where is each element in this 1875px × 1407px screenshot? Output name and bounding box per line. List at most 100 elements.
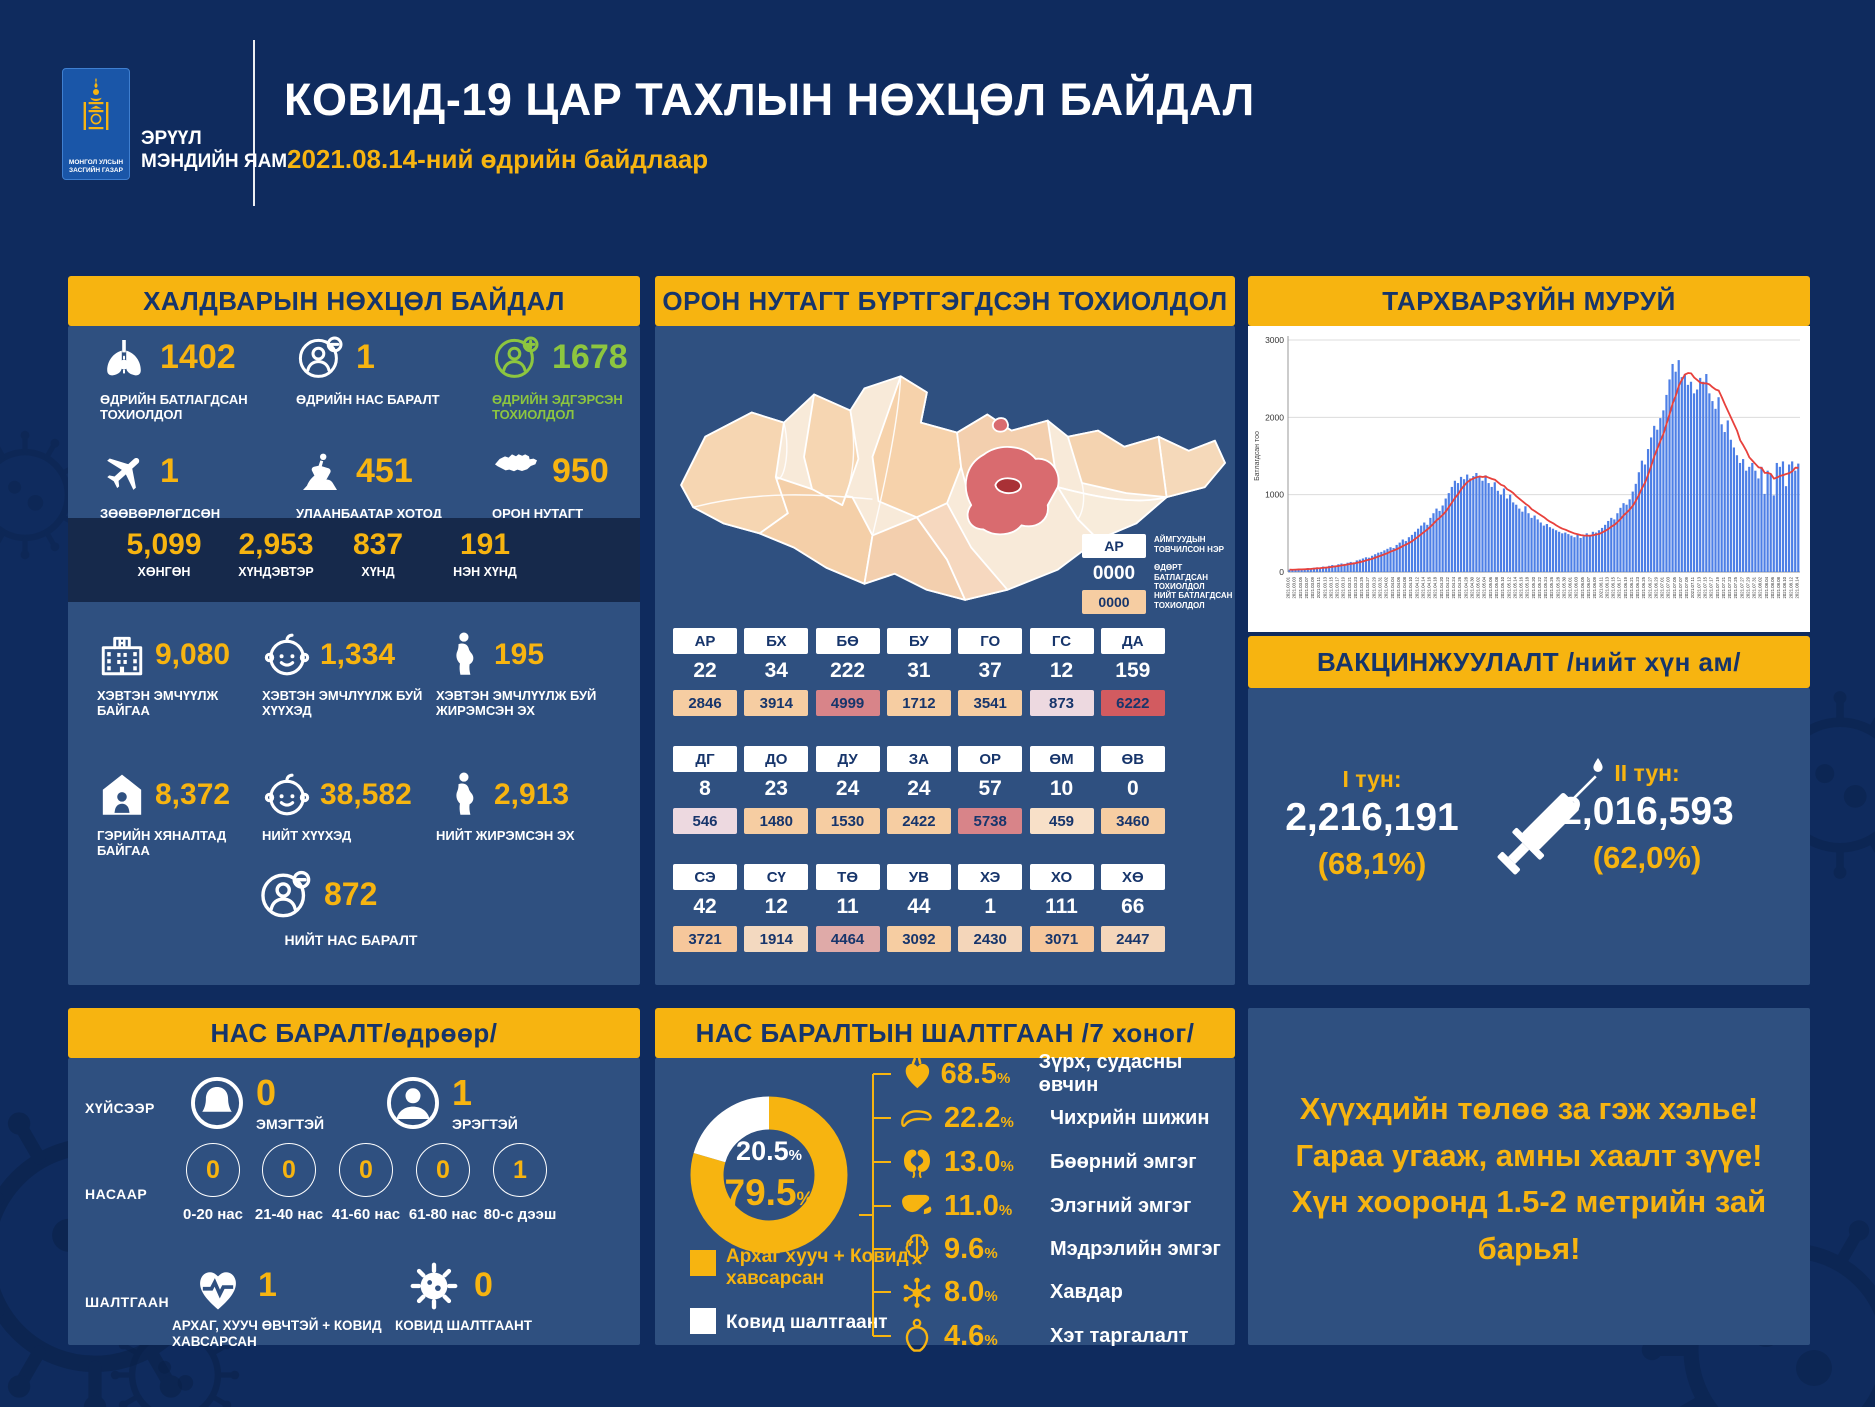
svg-text:3000: 3000 <box>1265 335 1284 345</box>
donut-covid-percent: 20.5% <box>736 1136 802 1166</box>
svg-text:2021.07.25: 2021.07.25 <box>1733 576 1738 598</box>
svg-text:2021.05.02: 2021.05.02 <box>1476 576 1481 598</box>
virus-icon <box>408 1260 460 1312</box>
svg-text:2021.04.10: 2021.04.10 <box>1408 576 1413 598</box>
stat-item: 1678 ӨДРИЙН ЭДГЭРСЭН ТОХИОЛДОЛ <box>492 334 672 422</box>
map-legend-label: ӨДӨРТ БАТЛАГДСАН ТОХИОЛДОЛ <box>1154 563 1209 592</box>
stat-value: 8,372 <box>155 778 231 811</box>
age-group-circle: 0 <box>186 1143 240 1197</box>
percent-sign: % <box>984 1287 998 1305</box>
cause-label: Бөөрний эмгэг <box>1050 1150 1197 1173</box>
stat-label: ХЭВТЭН ЭМЧЛҮҮЛЖ БУЙ ЖИРЭМСЭН ЭХ <box>436 688 597 719</box>
severity-item: 5,099 ХӨНГӨН <box>96 528 232 580</box>
stat-label: УЛААНБААТАР ХОТОД <box>296 506 442 521</box>
svg-text:2021.04.12: 2021.04.12 <box>1414 576 1419 598</box>
svg-text:2021.05.12: 2021.05.12 <box>1506 576 1511 598</box>
care-stat-item: 1,334 ХЭВТЭН ЭМЧЛҮҮЛЖ БУЙ ХҮҮХЭД <box>262 630 432 718</box>
death-cause-item: 68.5% Зүрх, судасны өвчин <box>898 1051 1232 1096</box>
cause-label: Хавдар <box>1050 1280 1123 1303</box>
stat-item: 451 УЛААНБААТАР ХОТОД <box>296 448 476 521</box>
map-legend-swatch: 0000 <box>1082 590 1146 614</box>
diabetes-icon <box>898 1099 936 1137</box>
province-total-cases: 3092 <box>886 926 951 952</box>
curve-panel-header: ТАРХВАРЗҮЙН МУРУЙ <box>1248 276 1810 326</box>
province-total-cases: 4464 <box>815 926 880 952</box>
kidney-icon <box>898 1143 936 1181</box>
donut-legend-label: Ковид шалтгаант <box>726 1312 888 1333</box>
age-group-value: 0 <box>359 1155 373 1184</box>
svg-text:2021.08.08: 2021.08.08 <box>1776 576 1781 598</box>
province-daily-cases: 22 <box>693 659 717 682</box>
province-daily-cases: 24 <box>835 777 860 800</box>
province-code-cell: УВ <box>886 864 951 890</box>
death-cause-item: 8.0% Хавдар <box>898 1270 1232 1314</box>
sex-row-label: ХҮЙСЭЭР <box>85 1100 155 1116</box>
svg-text:2021.04.04: 2021.04.04 <box>1390 576 1395 598</box>
severity-label: НЭН ХҮНД <box>453 565 517 579</box>
death-cause-label: АРХАГ, ХУУЧ ӨВЧТЭЙ + КОВИД ХАВСАРСАН <box>172 1318 382 1349</box>
logo-org-name: МОНГОЛ УЛСЫН ЗАСГИЙН ГАЗАР <box>68 158 124 174</box>
dose2-value: 2,016,593 <box>1560 790 1734 833</box>
svg-text:2021.03.07: 2021.03.07 <box>1304 576 1309 598</box>
svg-text:2021.08.12: 2021.08.12 <box>1788 576 1793 598</box>
syringe-icon <box>1452 742 1632 922</box>
age-group-circle: 0 <box>416 1143 470 1197</box>
stat-item: 950 ОРОН НУТАГТ <box>492 448 672 521</box>
percent-sign: % <box>1000 1113 1014 1131</box>
baby-icon <box>262 630 312 680</box>
svg-text:2021.06.19: 2021.06.19 <box>1623 576 1628 598</box>
stat-item: 1 ӨДРИЙН НАС БАРАЛТ <box>296 334 476 407</box>
home-care-icon <box>97 770 147 820</box>
svg-text:2021.07.21: 2021.07.21 <box>1721 576 1726 598</box>
death-panel-header: НАС БАРАЛТ/өдрөөр/ <box>68 1008 640 1058</box>
cancer-icon <box>898 1273 936 1311</box>
svg-text:2021.04.30: 2021.04.30 <box>1470 576 1475 598</box>
severity-strip <box>68 518 640 602</box>
svg-text:2021.06.11: 2021.06.11 <box>1598 576 1603 598</box>
province-code-cell: АР <box>673 628 737 654</box>
svg-text:1000: 1000 <box>1265 490 1284 500</box>
svg-text:2021.07.09: 2021.07.09 <box>1684 576 1689 598</box>
cause-label: Зүрх, судасны өвчин <box>1038 1051 1183 1096</box>
province-total-cases: 1480 <box>744 808 809 834</box>
svg-text:2021.05.30: 2021.05.30 <box>1562 576 1567 598</box>
province-daily-cases: 37 <box>978 659 1002 682</box>
death-cause-item: 22.2% Чихрийн шижин <box>898 1096 1232 1140</box>
brain-icon <box>898 1230 936 1268</box>
svg-text:2021.03.15: 2021.03.15 <box>1329 576 1334 598</box>
stat-value: 2,913 <box>494 778 570 811</box>
map-panel-header: ОРОН НУТАГТ БҮРТГЭГДСЭН ТОХИОЛДОЛ <box>655 276 1235 326</box>
svg-text:2021.08.04: 2021.08.04 <box>1764 576 1769 598</box>
province-total-cases: 5738 <box>958 808 1023 834</box>
donut-chart-svg <box>690 1096 848 1254</box>
age-group-circle: 0 <box>262 1143 316 1197</box>
province-daily-cases: 42 <box>693 895 717 918</box>
cause-label: Мэдрэлийн эмгэг <box>1050 1237 1221 1260</box>
age-group-label: 0-20 нас <box>183 1206 243 1223</box>
stat-value: 872 <box>324 876 378 912</box>
province-code-cell: ТӨ <box>815 864 880 890</box>
dose2-label: II тун: <box>1614 760 1680 786</box>
svg-text:2021.04.06: 2021.04.06 <box>1396 576 1401 598</box>
province-daily-cases: 44 <box>907 895 931 918</box>
svg-text:2021.03.25: 2021.03.25 <box>1359 576 1364 598</box>
severity-item: 191 НЭН ХҮНД <box>417 528 553 580</box>
care-stat-item: 2,913 НИЙТ ЖИРЭМСЭН ЭХ <box>436 770 606 843</box>
care-stat-item: 9,080 ХЭВТЭН ЭМЧҮҮЛЖ БАЙГАА <box>97 630 267 718</box>
svg-text:2021.06.15: 2021.06.15 <box>1611 576 1616 598</box>
cause-label: Хэт таргалалт <box>1050 1324 1189 1347</box>
province-daily-cases: 0 <box>1126 777 1139 800</box>
province-code-cell: ДО <box>744 746 809 772</box>
severity-label: ХӨНГӨН <box>137 565 191 579</box>
age-group-label: 61-80 нас <box>408 1206 478 1223</box>
severity-item: 837 ХҮНД <box>310 528 446 580</box>
stat-label: ОРОН НУТАГТ <box>492 506 584 521</box>
province-daily-cases: 12 <box>764 895 788 918</box>
stat-label: НИЙТ ХҮҮХЭД <box>262 828 352 843</box>
age-group-label: 80-с дээш <box>483 1206 557 1223</box>
age-group-label: 41-60 нас <box>331 1206 401 1223</box>
province-daily-cases: 24 <box>907 777 931 800</box>
stat-value: 1 <box>356 338 375 376</box>
province-code-cell: ГО <box>958 628 1023 654</box>
svg-text:2021.03.23: 2021.03.23 <box>1353 576 1358 598</box>
